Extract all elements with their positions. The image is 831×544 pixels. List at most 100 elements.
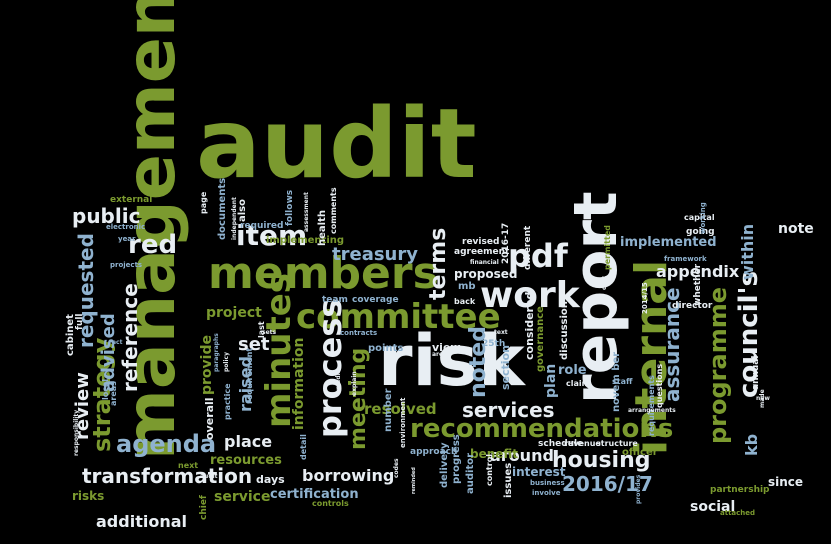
word-terms: terms [426,227,451,300]
word-work: work [480,275,580,316]
word-resources: resources [210,453,282,468]
word-control: control [485,454,494,486]
word-annual: annual [751,355,761,390]
word-resolved: resolved [364,400,437,418]
word-requested: requested [74,233,98,348]
word-audit-small: audit [200,473,218,480]
word-item: item [236,219,308,252]
word-kb: kb [742,433,761,456]
word-responsibility: responsibility [73,409,80,456]
word-business: business [530,479,565,487]
word-practice: practice [223,383,232,420]
word-documents: documents [217,177,228,240]
word-risks: risks [72,489,105,503]
word-health: health [317,210,328,246]
word-auditor: auditor [465,452,476,494]
word-borrowing: borrowing [302,466,395,485]
word-schedule: schedule [538,439,584,449]
word-director: director [672,301,713,311]
word-revised: revised [462,237,500,247]
word-codes: codes [393,458,400,478]
word-arrangements: arrangements [628,407,676,414]
word-electronic: electronic [106,223,146,231]
word-text: text [494,329,508,336]
word-plan: plan [543,363,559,398]
word-services: services [462,398,555,422]
word-policy: policy [223,352,230,372]
word-reminded: reminded [411,467,417,494]
word-detail: detail [299,434,308,460]
word-environment: environment [399,397,407,448]
word-explain: explain [351,371,358,396]
word-requirements: requirements [647,375,656,436]
word-partnership: partnership [710,485,770,495]
word-attached: attached [720,509,756,517]
word-since: since [768,475,804,489]
word-set: set [238,334,270,355]
word-projects: projects [110,261,143,269]
word-noted: noted [466,326,491,398]
word-media: media [335,369,342,390]
word-areas: areas [109,381,118,406]
word-paragraphs: paragraphs [213,333,220,372]
word-agenda: agenda [116,430,217,458]
word-assessment: assessment [303,192,310,232]
word-reference: reference [118,283,142,392]
word-points: points [368,343,404,354]
word-service: service [214,489,271,505]
word-also: also [237,199,248,222]
word-provide: provide [199,335,215,395]
word-next: next [178,461,199,470]
word-appendix: appendix [656,262,740,281]
word-november: novem ber [611,351,622,412]
word-financial: financial [470,259,499,266]
word-overall: overall [203,397,216,440]
word-benefit: benefit [470,447,519,461]
word-issues: issues [503,462,514,498]
word-involve: involve [532,489,561,497]
word-2014-15: 2014/15 [641,282,649,314]
word-view: view [432,341,461,354]
word-certification: certification [270,487,359,502]
word-days: days [256,473,285,486]
word-working: working [699,202,707,234]
word-meeting: meeting [346,347,371,450]
word-public: public [72,204,141,228]
word-chief: chief [199,495,209,520]
word-officer: officer [622,447,658,458]
word-framework: framework [664,255,707,263]
word-housing: housing [552,448,651,473]
word-governance: governance [535,306,546,372]
word-recommendations: recommendations [410,414,674,444]
word-permitted: permitted [603,225,612,270]
word-whether: whether [693,263,703,306]
word-proposed: proposed [454,267,518,281]
word-team: team [322,295,348,305]
word-mb: mb [458,281,476,292]
word-role: role [558,363,587,378]
word-contracts: contracts [340,329,378,337]
word-around: around [490,446,554,465]
word-considered: considered [523,291,536,360]
word-external: external [110,195,153,205]
word-cost: cost [601,275,608,290]
word-implementing: implementing [266,235,345,246]
word-committee: committee [296,297,501,337]
word-questions: questions [655,363,664,408]
word-independent: independent [231,197,238,240]
word-implemented: implemented [620,235,717,250]
word-transformation: transformation [82,464,253,488]
word-staff: staff [612,377,633,386]
word-project: project [206,305,262,321]
word-claim: claim [566,379,590,388]
word-sets: sets [262,329,277,336]
word-within: within [738,223,757,280]
word-25th: 25th [482,339,506,349]
word-new: new [756,395,770,402]
word-progress: progress [451,434,462,484]
word-required: required [240,221,284,231]
word-section: section [499,345,512,390]
word-comments: comments [329,187,338,234]
word-2016-17-b: 2016-17 [501,222,511,264]
